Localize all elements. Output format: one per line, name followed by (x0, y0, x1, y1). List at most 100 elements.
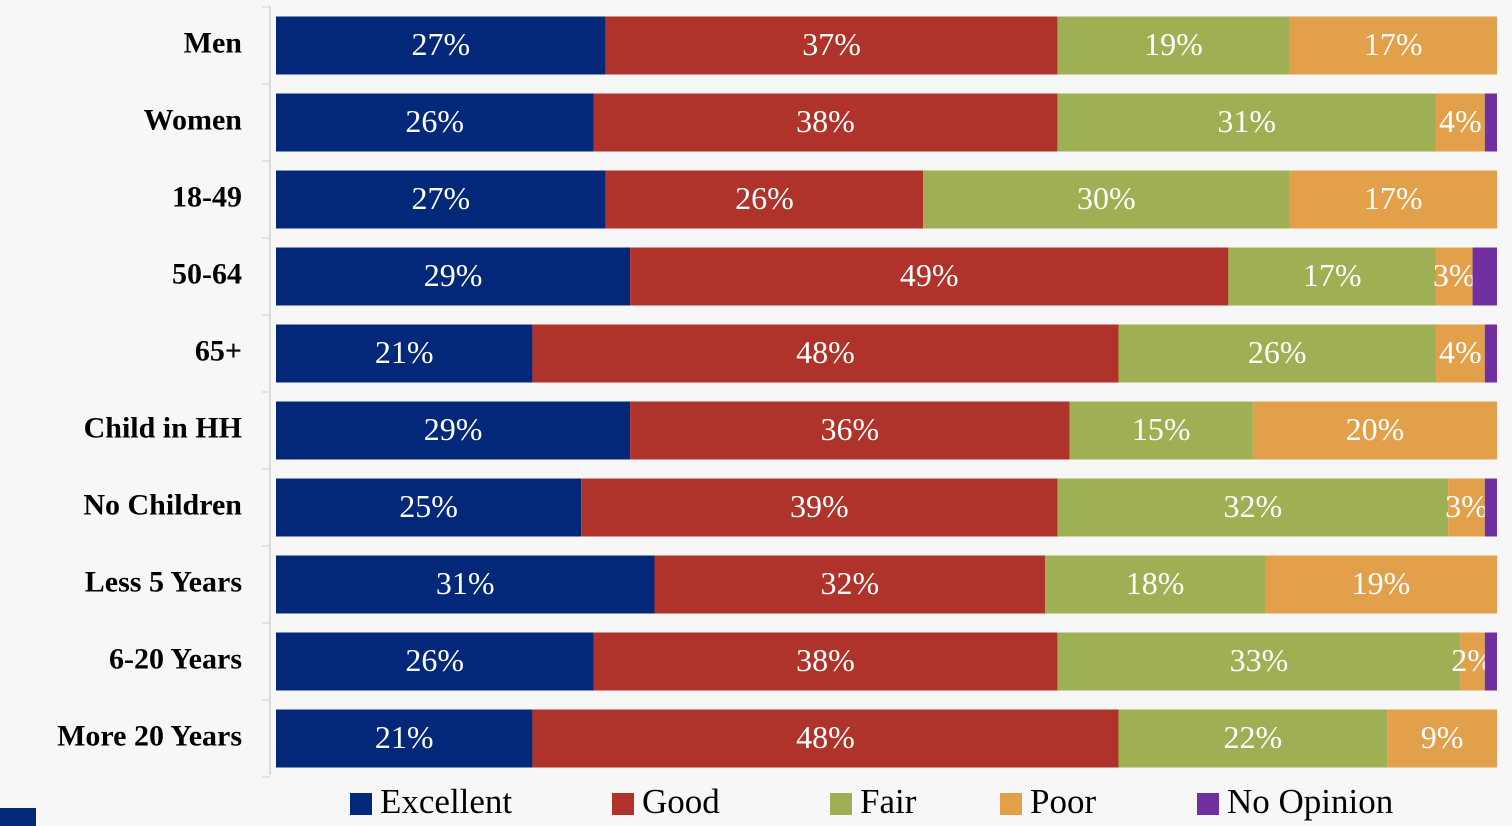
value-label: 25% (399, 488, 458, 524)
category-label: More 20 Years (57, 719, 242, 752)
value-label: 31% (436, 565, 495, 601)
bar-segment (1484, 93, 1497, 152)
legend-swatch (1000, 793, 1022, 815)
value-label: 39% (790, 488, 849, 524)
value-label: 21% (375, 334, 434, 370)
value-label: 17% (1303, 257, 1362, 293)
value-label: 15% (1132, 411, 1191, 447)
bar-segment (276, 170, 606, 229)
bar-segment (630, 401, 1070, 460)
bar-segment (276, 247, 631, 306)
value-label: 48% (796, 719, 855, 755)
bar-segment (276, 709, 533, 768)
bar-segment (276, 324, 533, 383)
value-label: 32% (821, 565, 880, 601)
bar-segment (276, 93, 594, 152)
bar-segment (581, 478, 1058, 537)
category-label: No Children (83, 488, 242, 521)
value-label: 30% (1077, 180, 1136, 216)
legend-label: No Opinion (1227, 782, 1393, 821)
value-label: 31% (1217, 103, 1276, 139)
legend-label: Poor (1030, 782, 1096, 821)
value-label: 4% (1439, 103, 1482, 139)
value-label: 17% (1364, 180, 1423, 216)
value-label: 38% (796, 642, 855, 678)
value-label: 36% (821, 411, 880, 447)
bar-segment (1289, 170, 1497, 229)
value-label: 26% (1248, 334, 1307, 370)
bar-segment (1289, 16, 1497, 75)
bar-segment (1228, 247, 1436, 306)
bar-segment (605, 16, 1058, 75)
bar-segment (1265, 555, 1497, 614)
bar-segment (1057, 93, 1436, 152)
value-label: 26% (735, 180, 794, 216)
bar-segment (1484, 632, 1497, 691)
value-label: 37% (802, 26, 861, 62)
bar-segment (1472, 247, 1497, 306)
bar-segment (1057, 16, 1290, 75)
legend-swatch (1197, 793, 1219, 815)
legend-label: Excellent (380, 782, 512, 821)
value-label: 18% (1126, 565, 1185, 601)
bar-segment (605, 170, 924, 229)
bar-segment (1484, 324, 1497, 383)
corner-decoration (0, 808, 36, 826)
bar-segment (654, 555, 1046, 614)
bar-segment (1118, 709, 1388, 768)
bar-segment (1045, 555, 1266, 614)
bar-segment (276, 632, 594, 691)
value-label: 32% (1223, 488, 1282, 524)
value-label: 26% (405, 642, 464, 678)
value-label: 29% (424, 411, 483, 447)
category-label: 65+ (195, 334, 242, 367)
category-label: 6-20 Years (109, 642, 242, 675)
value-label: 3% (1445, 488, 1488, 524)
value-label: 21% (375, 719, 434, 755)
value-label: 48% (796, 334, 855, 370)
legend-swatch (612, 793, 634, 815)
value-label: 27% (412, 180, 471, 216)
bar-segment (1435, 247, 1473, 306)
value-label: 4% (1439, 334, 1482, 370)
value-label: 9% (1421, 719, 1464, 755)
bar-segment (593, 93, 1058, 152)
bar-segment (1435, 324, 1485, 383)
bar-segment (276, 555, 655, 614)
bar-segment (1387, 709, 1497, 768)
category-label: Women (144, 103, 243, 136)
legend-swatch (350, 793, 372, 815)
bar-segment (1460, 632, 1485, 691)
value-label: 29% (424, 257, 483, 293)
bar-segment (1252, 401, 1497, 460)
value-label: 27% (412, 26, 471, 62)
bar-segment (1069, 401, 1253, 460)
value-label: 38% (796, 103, 855, 139)
bar-segment (276, 16, 606, 75)
value-label: 19% (1352, 565, 1411, 601)
bar-segment (1484, 478, 1497, 537)
category-label: 18-49 (172, 180, 242, 213)
bar-segment (593, 632, 1058, 691)
bar-segment (923, 170, 1290, 229)
value-label: 22% (1223, 719, 1282, 755)
legend-swatch (830, 793, 852, 815)
bar-segment (1057, 632, 1461, 691)
value-label: 19% (1144, 26, 1203, 62)
category-label: Men (184, 26, 243, 59)
category-label: Less 5 Years (85, 565, 242, 598)
bar-segment (276, 478, 582, 537)
value-label: 26% (405, 103, 464, 139)
bar-segment (532, 324, 1119, 383)
value-label: 49% (900, 257, 959, 293)
category-label: Child in HH (84, 411, 242, 444)
bar-segment (630, 247, 1229, 306)
bar-segment (1435, 93, 1485, 152)
bar-segment (1118, 324, 1436, 383)
value-label: 3% (1433, 257, 1476, 293)
legend-label: Good (642, 782, 720, 821)
value-label: 33% (1230, 642, 1289, 678)
bar-segment (1448, 478, 1485, 537)
bar-segment (1057, 478, 1449, 537)
